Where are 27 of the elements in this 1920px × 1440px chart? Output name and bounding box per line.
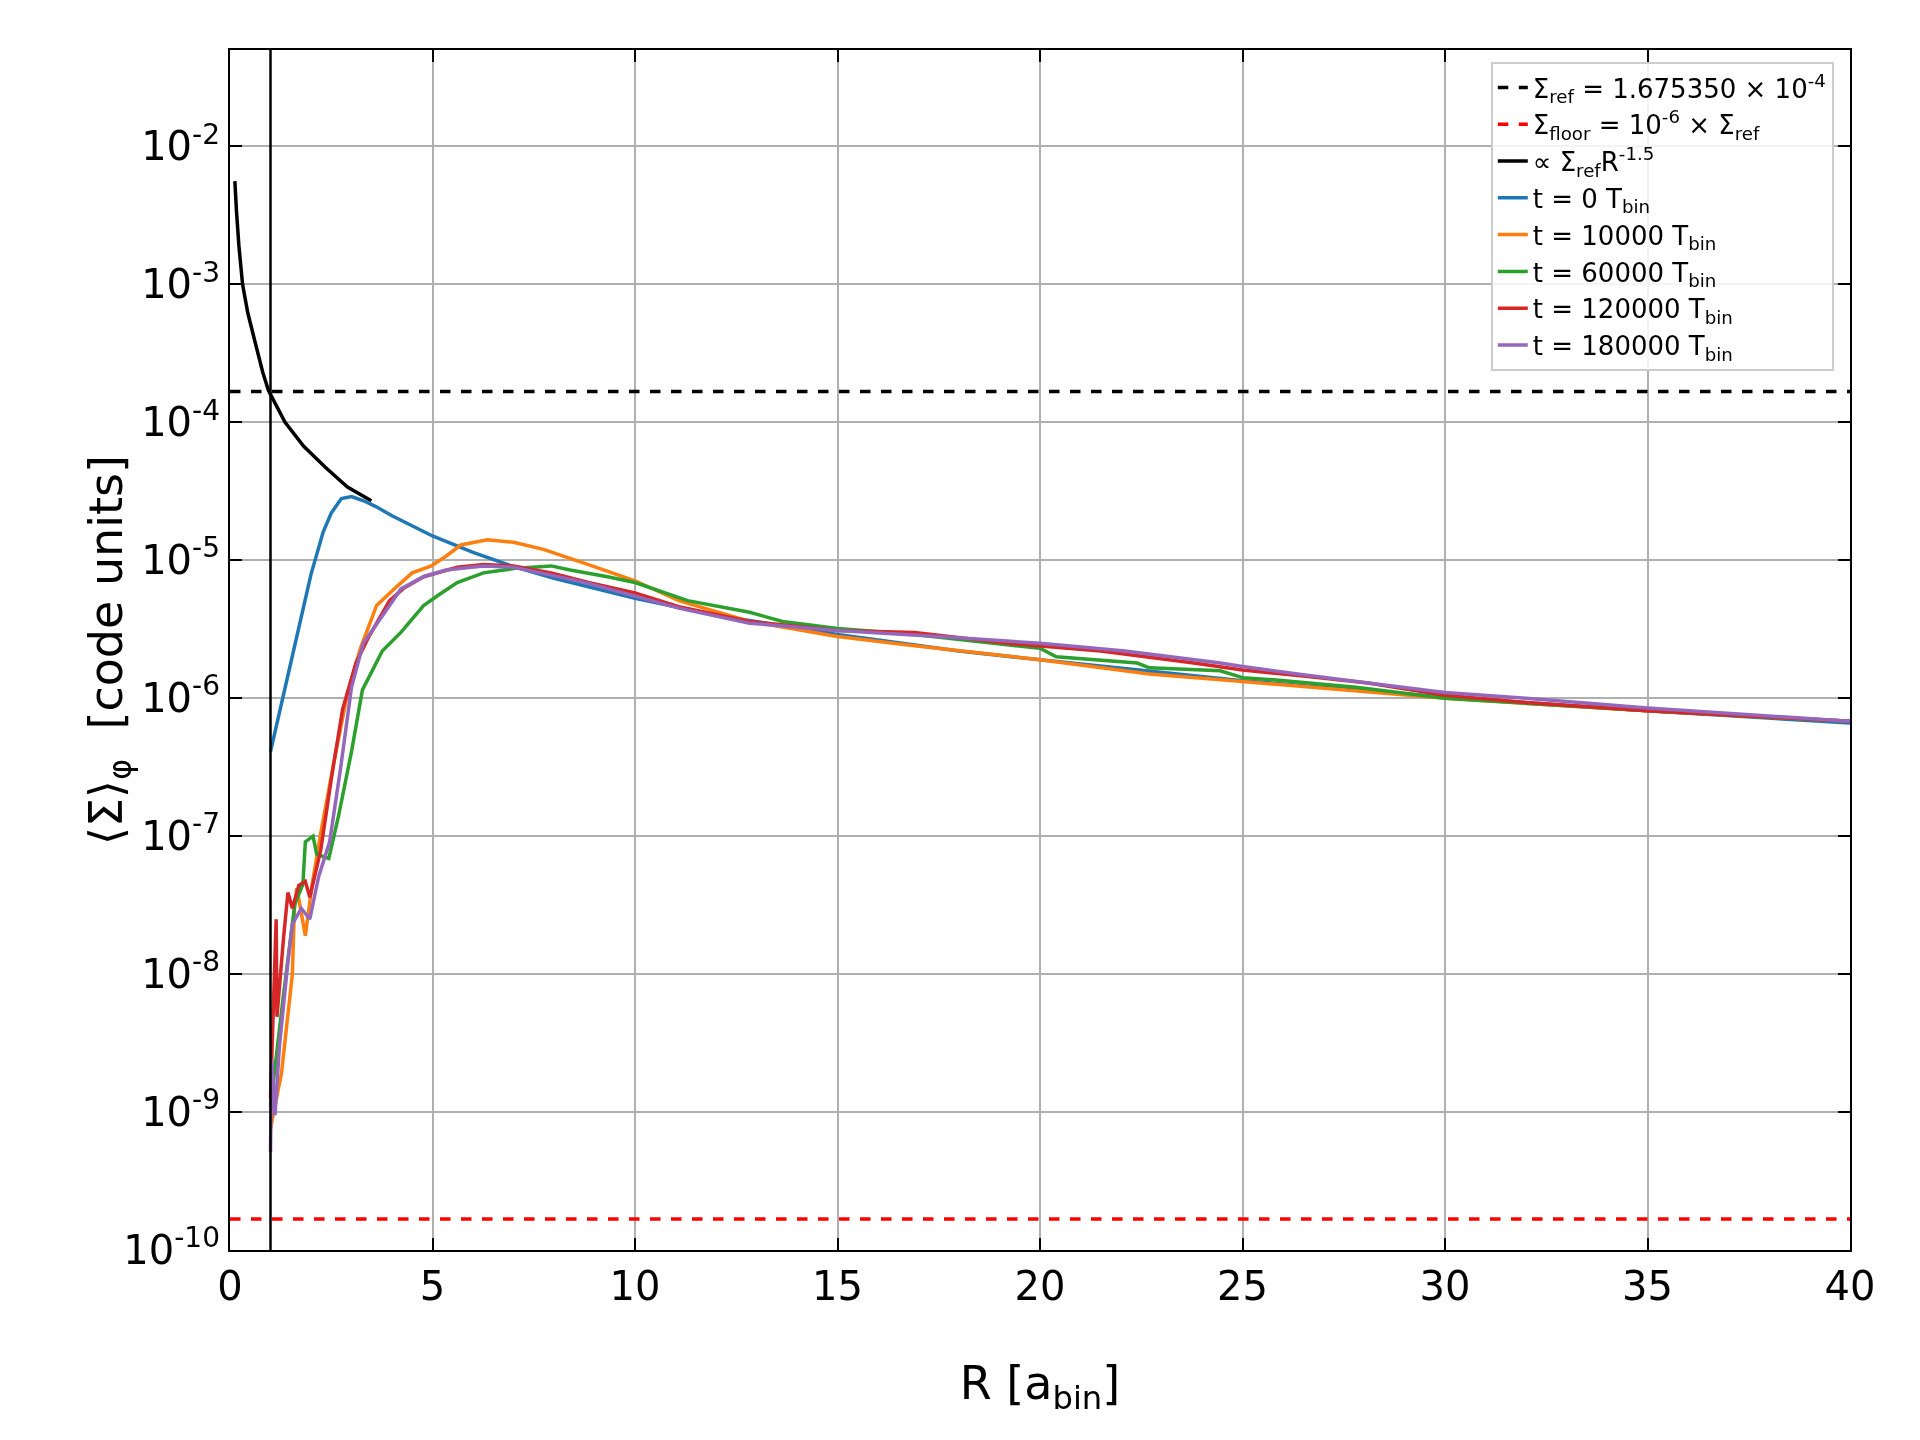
y-tick-label: 10$^{-4}$ xyxy=(141,393,220,446)
legend-label: t = 10000 T$_{bin}$ xyxy=(1532,220,1717,255)
x-axis-title: R [a$_{bin}$] xyxy=(959,1356,1121,1417)
x-tick-label: 30 xyxy=(1419,1263,1471,1309)
legend-label: t = 180000 T$_{bin}$ xyxy=(1532,331,1733,365)
y-tick-label: 10$^{-7}$ xyxy=(141,807,220,860)
y-tick-label: 10$^{-9}$ xyxy=(141,1083,220,1136)
x-tick-label: 20 xyxy=(1014,1263,1066,1309)
x-tick-label: 0 xyxy=(217,1263,243,1309)
x-tick-label: 40 xyxy=(1824,1263,1876,1309)
y-tick-label: 10$^{-8}$ xyxy=(141,945,220,998)
legend-label: t = 0 T$_{bin}$ xyxy=(1532,183,1651,218)
legend-label: Σ$_{floor}$ = 10$^{-6}$ × Σ$_{ref}$ xyxy=(1532,106,1760,144)
legend-label: t = 120000 T$_{bin}$ xyxy=(1532,294,1733,328)
x-tick-label: 10 xyxy=(609,1263,661,1309)
legend-label: Σ$_{ref}$ = 1.675350 × 10$^{-4}$ xyxy=(1532,69,1826,107)
y-tick-label: 10$^{-10}$ xyxy=(123,1221,220,1273)
x-tick-label: 35 xyxy=(1622,1263,1673,1309)
y-tick-label: 10$^{-6}$ xyxy=(141,669,220,722)
y-tick-label: 10$^{-5}$ xyxy=(141,531,220,584)
y-tick-label: 10$^{-2}$ xyxy=(141,117,220,170)
x-tick-label: 15 xyxy=(812,1263,863,1309)
x-tick-label: 5 xyxy=(419,1263,446,1309)
legend-label: ∝ Σ$_{ref}$R$^{-1.5}$ xyxy=(1532,143,1655,181)
y-tick-label: 10$^{-3}$ xyxy=(141,255,220,308)
legend-label: t = 60000 T$_{bin}$ xyxy=(1532,257,1717,291)
x-tick-label: 25 xyxy=(1217,1263,1268,1309)
